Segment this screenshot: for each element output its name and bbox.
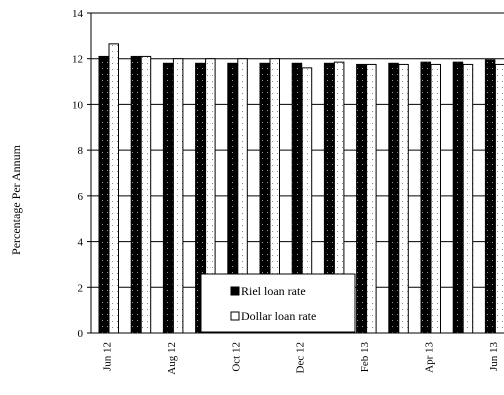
x-tick-label: Dec 12 bbox=[295, 342, 307, 373]
legend-box bbox=[200, 273, 356, 333]
bar-dollar-loan-rate bbox=[398, 63, 409, 334]
bars bbox=[98, 43, 504, 334]
bar-riel-loan-rate bbox=[356, 63, 367, 334]
y-axis-ticks: 0 2 4 6 8 10 12 14 bbox=[72, 8, 91, 340]
bar-dollar-loan-rate bbox=[140, 55, 152, 334]
x-tick-label: Feb 13 bbox=[359, 342, 371, 373]
y-tick-label: 2 bbox=[78, 282, 84, 294]
bar-riel-loan-rate bbox=[420, 61, 431, 334]
bar-dollar-loan-rate bbox=[494, 63, 504, 334]
bar-riel-loan-rate bbox=[162, 62, 174, 334]
bar-dollar-loan-rate bbox=[462, 63, 474, 334]
y-tick-label: 12 bbox=[72, 54, 83, 66]
bar-riel-loan-rate bbox=[452, 61, 464, 334]
x-tick-label: Apr 13 bbox=[424, 342, 436, 373]
legend: Riel loan rate Dollar loan rate bbox=[200, 273, 356, 333]
bar-riel-loan-rate bbox=[130, 55, 142, 334]
bar-dollar-loan-rate bbox=[172, 58, 184, 334]
legend-swatch-riel bbox=[230, 286, 240, 296]
x-axis-tick-labels: Jun 12 Aug 12 Oct 12 Dec 12 Feb 13 Apr 13 Jun … bbox=[102, 342, 500, 375]
legend-swatch-dollar bbox=[230, 311, 240, 321]
bar-dollar-loan-rate bbox=[430, 63, 441, 334]
bar-dollar-loan-rate bbox=[366, 63, 377, 334]
bar-riel-loan-rate bbox=[98, 55, 109, 334]
y-tick-label: 6 bbox=[78, 191, 84, 203]
y-axis-title: Percentage Per Annum bbox=[9, 144, 23, 255]
y-tick-label: 0 bbox=[78, 328, 84, 340]
bar-riel-loan-rate bbox=[388, 62, 399, 334]
y-tick-label: 10 bbox=[72, 99, 84, 111]
bar-riel-loan-rate bbox=[484, 59, 496, 334]
legend-label-riel: Riel loan rate bbox=[241, 284, 306, 298]
x-tick-label: Oct 12 bbox=[230, 342, 242, 372]
x-tick-label: Jun 13 bbox=[488, 342, 500, 372]
x-tick-label: Jun 12 bbox=[102, 342, 114, 371]
legend-label-dollar: Dollar loan rate bbox=[241, 309, 316, 323]
y-tick-label: 14 bbox=[72, 8, 84, 20]
bar-dollar-loan-rate bbox=[108, 43, 119, 334]
y-tick-label: 4 bbox=[78, 237, 84, 249]
x-tick-label: Aug 12 bbox=[166, 342, 178, 375]
y-tick-label: 8 bbox=[78, 145, 84, 157]
